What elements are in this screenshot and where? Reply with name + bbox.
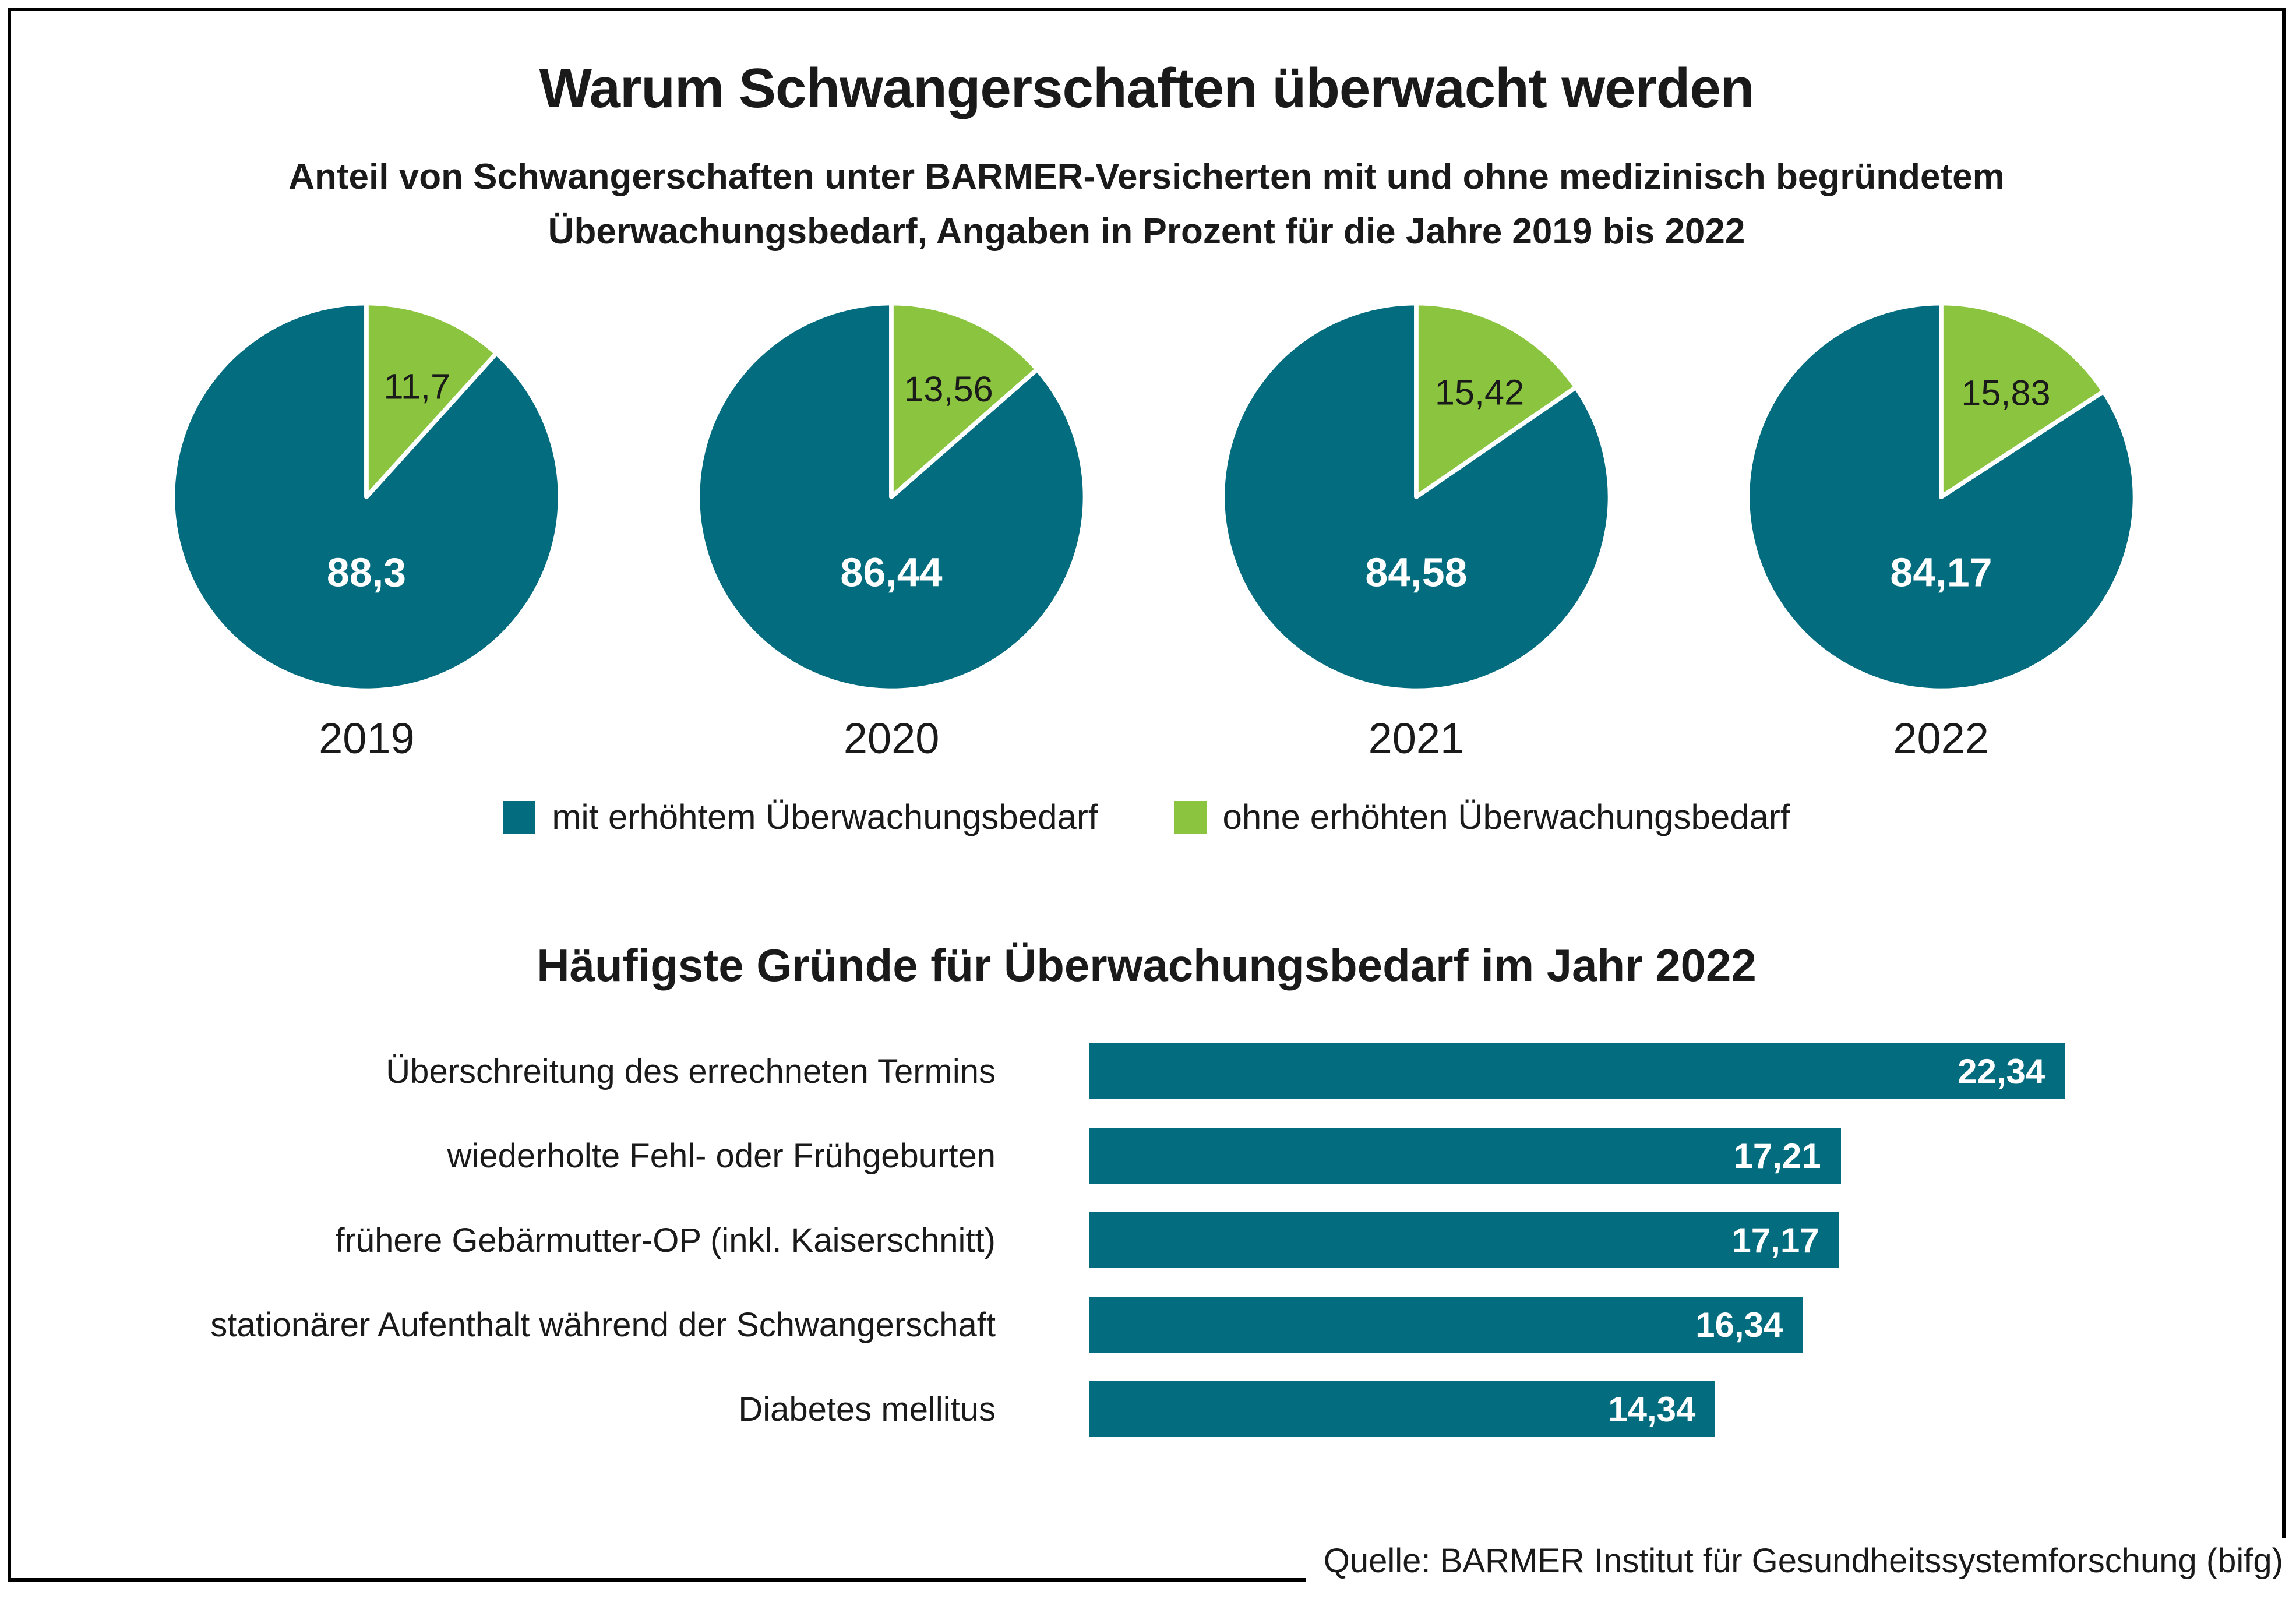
legend-swatch-teal bbox=[503, 800, 536, 834]
pie-svg-2022: 15,83 84,17 bbox=[1745, 301, 2137, 693]
pie-value-mit-2022: 84,17 bbox=[1890, 550, 1992, 595]
legend-item-mit: mit erhöhtem Überwachungsbedarf bbox=[503, 797, 1098, 837]
pie-slice-ohne-2021 bbox=[1414, 301, 1578, 500]
bar-category-label-4: Diabetes mellitus bbox=[738, 1390, 996, 1428]
bar-value-0: 22,34 bbox=[1958, 1051, 2045, 1091]
pie-year-label-2020: 2020 bbox=[843, 714, 940, 763]
bar-category-label-2: frühere Gebärmutter-OP (inkl. Kaiserschn… bbox=[335, 1221, 996, 1259]
pie-slice-ohne-2022 bbox=[1938, 301, 2106, 500]
bar-fill-3: 16,34 bbox=[1089, 1297, 1803, 1353]
pie-svg-2020: 13,56 86,44 bbox=[695, 301, 1088, 693]
bar-chart: Überschreitung des errechneten Termins 22… bbox=[11, 1043, 2282, 1438]
bar-category-label-0: Überschreitung des errechneten Termins bbox=[386, 1052, 996, 1090]
pie-value-mit-2021: 84,58 bbox=[1365, 550, 1467, 595]
bar-category-label-3: stationärer Aufenthalt während der Schwa… bbox=[210, 1305, 996, 1344]
bar-value-3: 16,34 bbox=[1695, 1305, 1783, 1344]
legend-label-ohne: ohne erhöhten Überwachungsbedarf bbox=[1222, 797, 1790, 837]
pie-value-ohne-2021: 15,42 bbox=[1435, 373, 1524, 412]
pie-svg-2019: 11,7 88,3 bbox=[171, 301, 563, 693]
bar-value-2: 17,17 bbox=[1731, 1220, 1819, 1260]
legend-item-ohne: ohne erhöhten Überwachungsbedarf bbox=[1173, 797, 1790, 837]
pie-charts-row: 11,7 88,3 2019 13,56 86,44 2020 15,42 84,58 2021… bbox=[11, 293, 2282, 763]
subtitle-line-2: Überwachungsbedarf, Angaben in Prozent f… bbox=[548, 211, 1745, 252]
legend: mit erhöhtem Überwachungsbedarf ohne erh… bbox=[11, 797, 2282, 837]
page-title: Warum Schwangerschaften überwacht werden bbox=[539, 57, 1755, 119]
bar-row-0: Überschreitung des errechneten Termins 22… bbox=[11, 1043, 2282, 1100]
pie-slice-ohne-2019 bbox=[364, 301, 499, 500]
bar-row-4: Diabetes mellitus 14,34 bbox=[11, 1381, 2282, 1438]
bar-track-3: 16,34 bbox=[1089, 1297, 2282, 1353]
bar-chart-title: Häufigste Gründe für Überwachungsbedarf … bbox=[537, 940, 1757, 991]
page-subtitle: Anteil von Schwangerschaften unter BARME… bbox=[11, 150, 2282, 259]
bar-value-1: 17,21 bbox=[1733, 1136, 1821, 1176]
source-note: Quelle: BARMER Institut für Gesundheitss… bbox=[1306, 1538, 2288, 1586]
bar-track-2: 17,17 bbox=[1089, 1212, 2282, 1269]
pie-chart-2022: 15,83 84,17 2022 bbox=[1678, 293, 2203, 763]
bar-row-3: stationärer Aufenthalt während der Schwa… bbox=[11, 1297, 2282, 1353]
pie-slice-mit-2021 bbox=[1220, 301, 1613, 693]
bar-fill-0: 22,34 bbox=[1089, 1043, 2065, 1100]
pie-year-label-2019: 2019 bbox=[319, 714, 415, 763]
bar-fill-2: 17,17 bbox=[1089, 1212, 1839, 1269]
subtitle-line-1: Anteil von Schwangerschaften unter BARME… bbox=[288, 157, 2005, 197]
bar-track-4: 14,34 bbox=[1089, 1381, 2282, 1438]
bar-value-4: 14,34 bbox=[1608, 1389, 1696, 1429]
bar-row-1: wiederholte Fehl- oder Frühgeburten 17,21 bbox=[11, 1128, 2282, 1184]
pie-value-mit-2020: 86,44 bbox=[841, 550, 943, 595]
pie-chart-2019: 11,7 88,3 2019 bbox=[104, 293, 629, 763]
pie-chart-2021: 15,42 84,58 2021 bbox=[1154, 293, 1679, 763]
pie-slice-ohne-2020 bbox=[889, 301, 1040, 500]
bar-fill-1: 17,21 bbox=[1089, 1128, 1841, 1184]
bar-row-2: frühere Gebärmutter-OP (inkl. Kaiserschn… bbox=[11, 1212, 2282, 1269]
pie-value-ohne-2019: 11,7 bbox=[384, 367, 451, 407]
bar-fill-4: 14,34 bbox=[1089, 1381, 1716, 1438]
legend-label-mit: mit erhöhtem Überwachungsbedarf bbox=[552, 797, 1098, 837]
pie-value-ohne-2020: 13,56 bbox=[904, 370, 993, 410]
pie-chart-2020: 13,56 86,44 2020 bbox=[629, 293, 1154, 763]
bar-track-0: 22,34 bbox=[1089, 1043, 2282, 1100]
pie-value-mit-2019: 88,3 bbox=[327, 550, 406, 595]
pie-value-ohne-2022: 15,83 bbox=[1961, 373, 2050, 413]
pie-year-label-2022: 2022 bbox=[1893, 714, 1989, 763]
pie-svg-2021: 15,42 84,58 bbox=[1220, 301, 1613, 693]
infographic-frame: Warum Schwangerschaften überwacht werden… bbox=[8, 8, 2286, 1582]
pie-year-label-2021: 2021 bbox=[1368, 714, 1465, 763]
legend-swatch-green bbox=[1173, 800, 1207, 834]
bar-track-1: 17,21 bbox=[1089, 1128, 2282, 1184]
bar-category-label-1: wiederholte Fehl- oder Frühgeburten bbox=[447, 1136, 996, 1175]
